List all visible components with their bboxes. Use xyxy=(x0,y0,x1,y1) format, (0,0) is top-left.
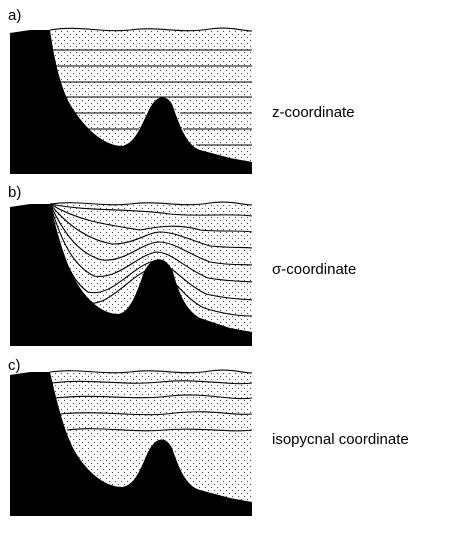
panel-c: c) isopycnal coordinate xyxy=(8,357,409,516)
sigma-levels-b xyxy=(49,203,253,317)
water-region-c xyxy=(50,372,252,502)
coordinate-label-b: σ-coordinate xyxy=(272,261,356,278)
panel-letter-b: b) xyxy=(8,184,21,201)
coordinate-label-c: isopycnal coordinate xyxy=(272,431,409,448)
bathymetry-a xyxy=(10,30,252,174)
panel-letter-a: a) xyxy=(8,7,21,24)
panel-b: b) σ-coordinate xyxy=(8,184,356,346)
sea-surface-b xyxy=(49,201,253,206)
bathymetry-c xyxy=(10,372,252,516)
panel-a: a) z-coordinate xyxy=(8,7,355,174)
isopycnal-levels-c xyxy=(51,380,253,432)
coordinate-label-a: z-coordinate xyxy=(272,104,355,121)
panel-letter-c: c) xyxy=(8,357,21,374)
water-region-b xyxy=(50,204,252,332)
sea-surface-a xyxy=(49,27,253,32)
z-levels-a xyxy=(53,49,252,146)
sea-surface-c xyxy=(49,369,253,374)
bathymetry-b xyxy=(10,204,252,346)
